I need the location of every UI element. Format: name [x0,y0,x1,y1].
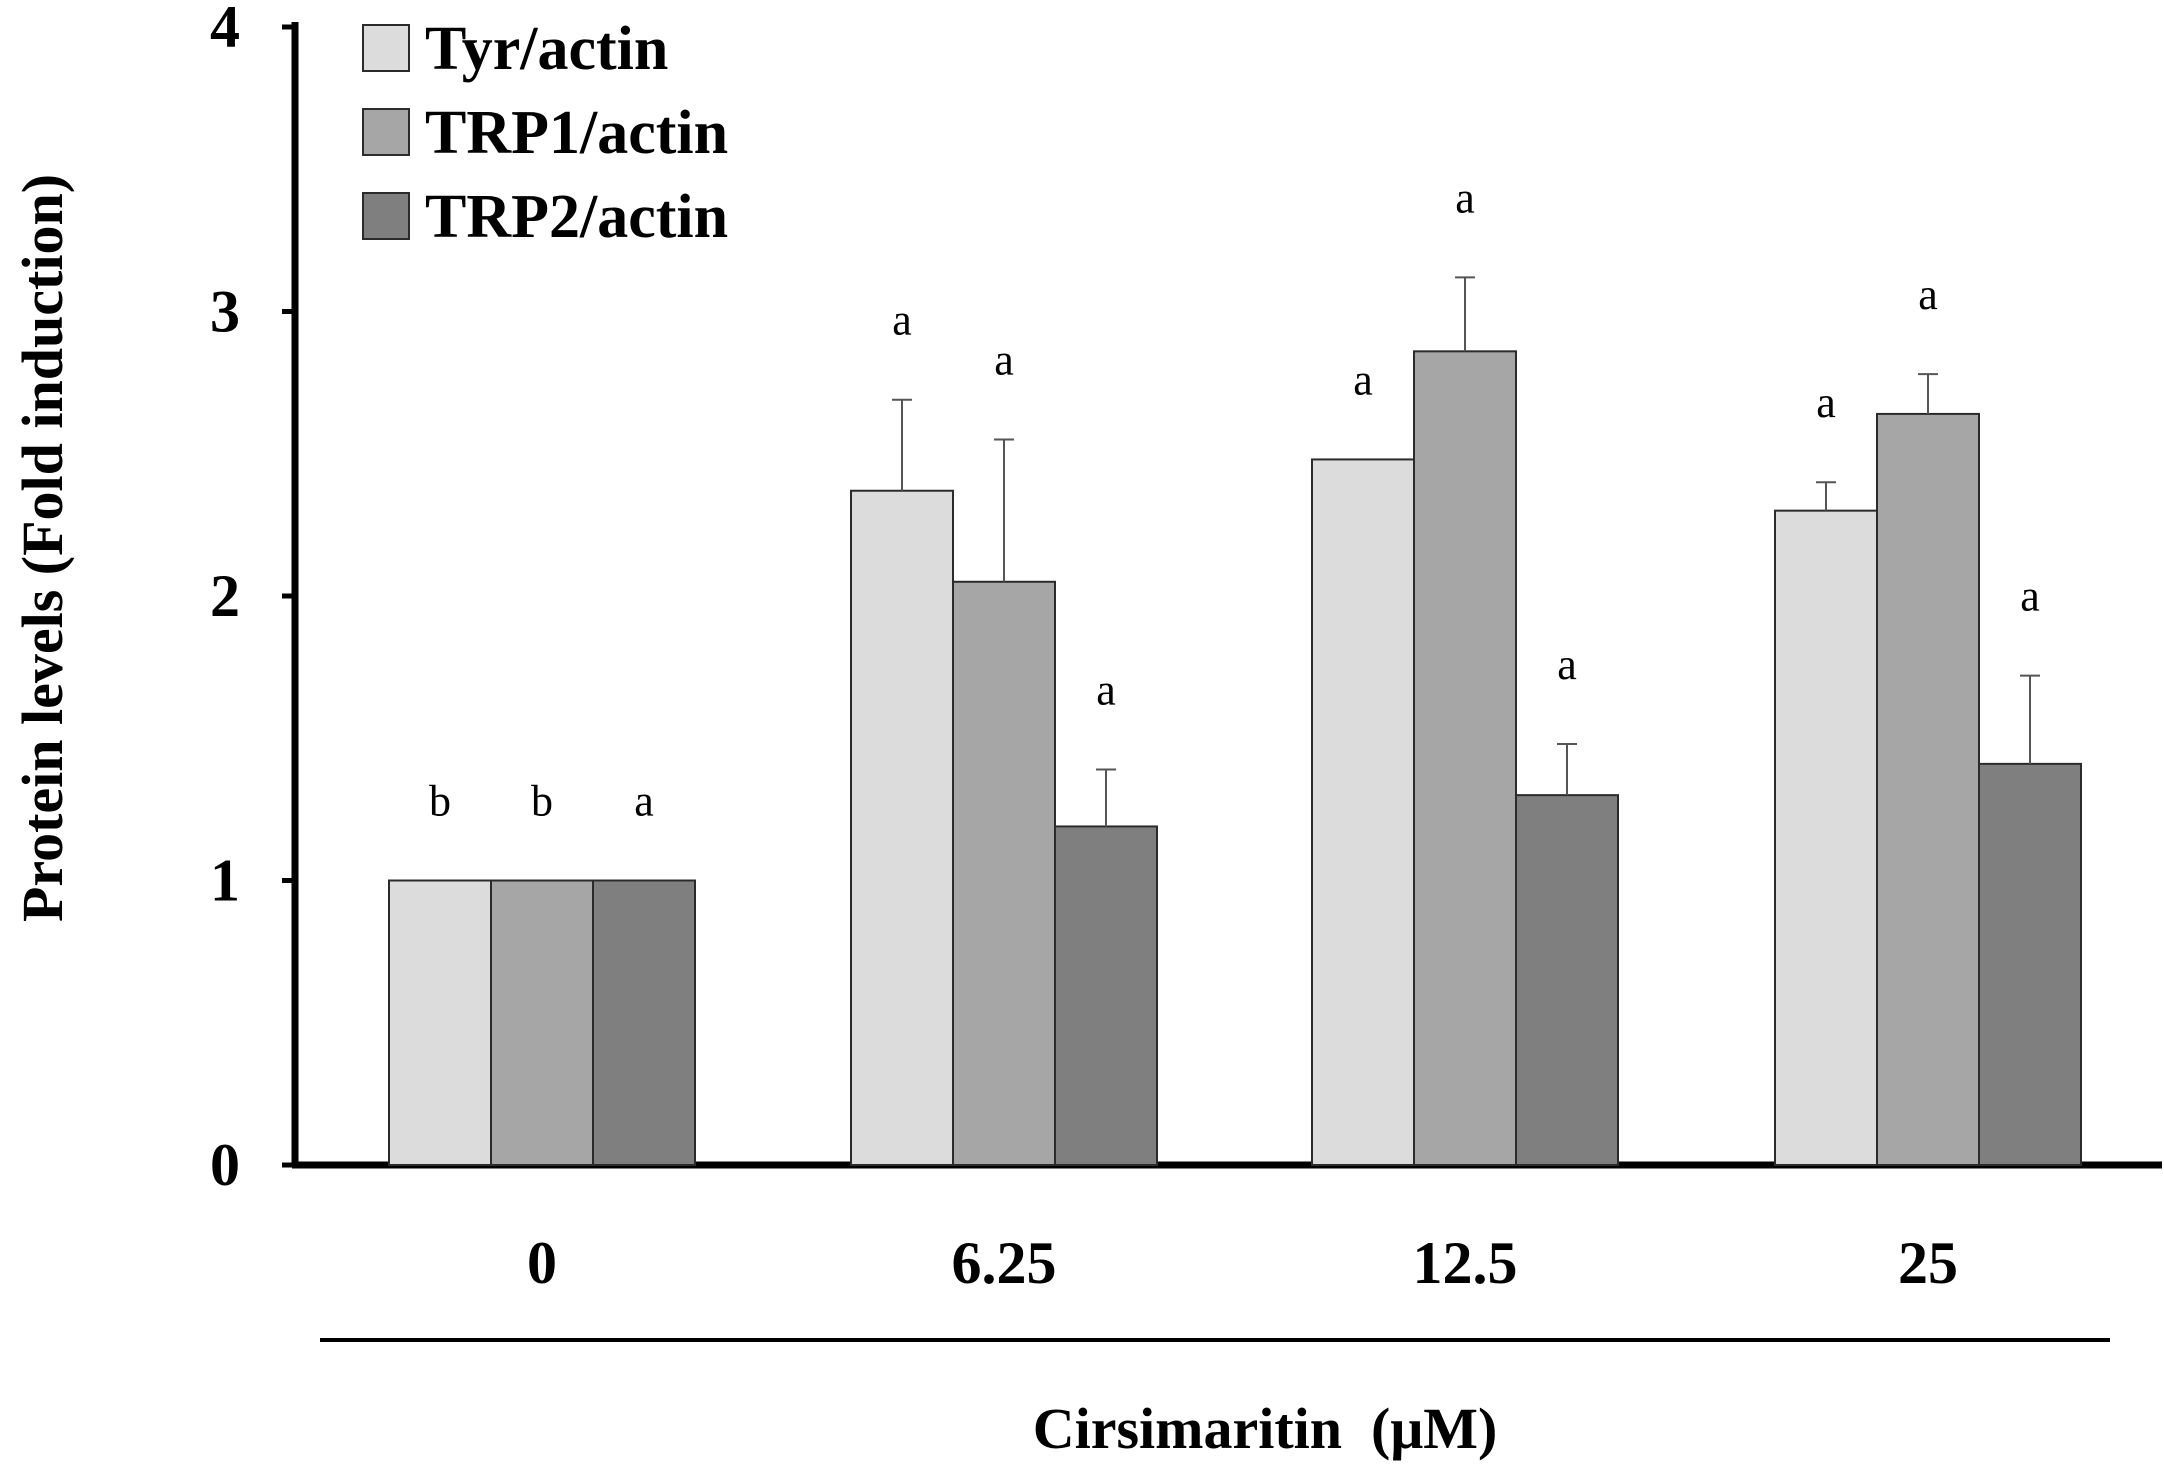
y-tick-label: 4 [210,0,240,60]
significance-letter: a [634,777,654,826]
category-label: 6.25 [952,1230,1057,1296]
bar-trp1-12.5 [1413,350,1517,1166]
bar-tyr-12.5 [1311,458,1415,1166]
significance-letter: a [1455,173,1475,222]
legend-swatch [362,192,410,240]
y-tick-label: 0 [210,1132,240,1198]
legend-label: Tyr/actin [425,15,668,83]
significance-letter: a [2020,572,2040,621]
bar-trp1-0 [490,879,594,1166]
legend-swatch [362,24,410,72]
bar-trp2-0 [592,879,696,1166]
legend-swatch [362,108,410,156]
y-tick-label: 3 [210,279,240,345]
bar-tyr-6.25 [850,489,954,1166]
significance-letter: b [531,777,553,826]
significance-letter: b [429,777,451,826]
bar-trp1-6.25 [952,580,1056,1166]
significance-letter: a [1096,666,1116,715]
significance-letter: a [892,296,912,345]
significance-letter: a [1816,378,1836,427]
category-label: 25 [1898,1230,1958,1296]
legend-label: TRP1/actin [425,99,728,167]
significance-letter: a [1353,355,1373,404]
legend: Tyr/actin TRP1/actin TRP2/actin [362,15,728,251]
bar-tyr-25 [1774,509,1878,1166]
bar-trp2-12.5 [1515,794,1619,1167]
category-label: 12.5 [1413,1230,1518,1296]
bar-tyr-0 [388,879,492,1166]
x-axis-title: Cirsimaritin (μM) [1033,1396,1498,1461]
y-axis-title: Protein levels (Fold induction) [10,174,75,922]
bar-trp1-25 [1876,412,1980,1167]
bar-trp2-25 [1978,762,2082,1166]
y-tick-label: 2 [210,563,240,629]
y-tick-label: 1 [210,848,240,914]
significance-letter: a [1918,270,1938,319]
significance-letter: a [1557,640,1577,689]
bar-trp2-6.25 [1054,825,1158,1166]
legend-label: TRP2/actin [425,183,728,251]
category-label: 0 [527,1230,557,1296]
significance-letter: a [994,336,1014,385]
